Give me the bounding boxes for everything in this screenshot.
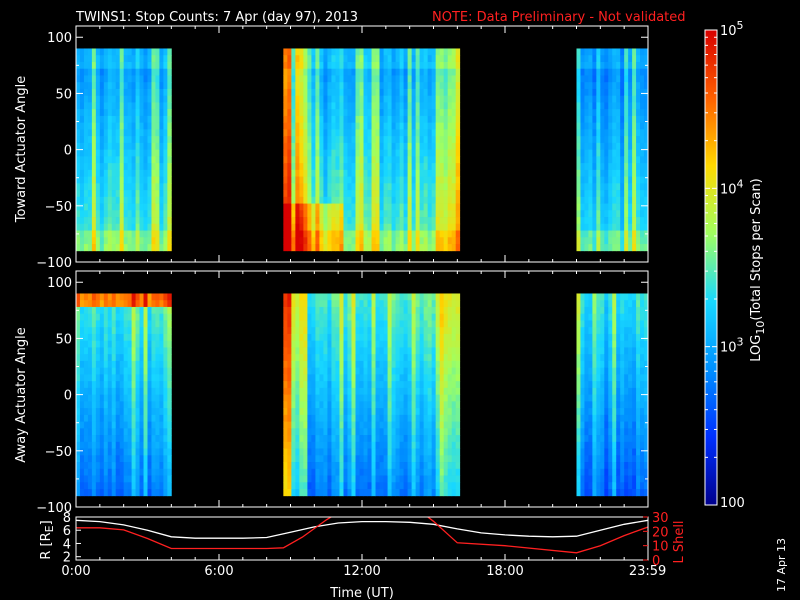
colorbar-label: LOG10(Total Stops per Scan) — [749, 178, 767, 362]
lshell-line — [76, 517, 648, 554]
figure-title: TWINS1: Stop Counts: 7 Apr (day 97), 201… — [75, 10, 358, 25]
heatmap-segment-2 — [576, 48, 649, 252]
ytick-label: −100 — [36, 256, 72, 271]
heatmap-segment-0 — [76, 48, 172, 252]
toward-ylabel: Toward Actuator Angle — [14, 76, 29, 223]
ytick-label: 100 — [47, 276, 72, 291]
lshell-tick-label: 0 — [652, 554, 660, 569]
toward-actuator-panel: 100 50 0 −50 −100 — [36, 25, 649, 271]
ytick-label: −50 — [45, 200, 72, 215]
lshell-ylabel: L Shell — [672, 520, 687, 563]
radius-line — [76, 519, 648, 539]
ytick-label: 100 — [47, 31, 72, 46]
heatmap-segment-2 — [576, 293, 649, 497]
away-ylabel: Away Actuator Angle — [14, 327, 29, 462]
preliminary-note: NOTE: Data Preliminary - Not validated — [432, 10, 686, 25]
time-tick-label: 0:00 — [61, 564, 90, 579]
time-xlabel: Time (UT) — [329, 586, 394, 600]
lshell-tick-label: 10 — [652, 540, 669, 555]
heatmap-segment-1 — [283, 293, 461, 497]
ytick-label: −50 — [45, 445, 72, 460]
ytick-label: 0 — [64, 389, 72, 404]
colorbar-tick-label: 105 — [720, 19, 744, 39]
radius-tick-label: 4 — [63, 537, 71, 552]
time-tick-label: 6:00 — [204, 564, 233, 579]
radius-tick-label: 2 — [63, 551, 71, 566]
colorbar-tick-label: 100 — [720, 496, 745, 511]
time-tick-label: 23:59 — [629, 564, 666, 579]
ytick-label: −100 — [36, 501, 72, 516]
away-actuator-panel: 100 50 0 −50 −100 — [36, 270, 649, 516]
colorbar: 100 103 104 105 — [704, 19, 745, 511]
radius-tick-label: 8 — [63, 511, 71, 526]
lshell-tick-label: 30 — [652, 511, 669, 526]
date-stamp: 17 Apr 13 — [775, 538, 788, 592]
colorbar-tick-label: 104 — [720, 177, 744, 197]
lshell-tick-label: 20 — [652, 525, 669, 540]
ytick-label: 50 — [55, 87, 72, 102]
ytick-label: 50 — [55, 332, 72, 347]
ytick-label: 0 — [64, 144, 72, 159]
colorbar-scale — [704, 29, 718, 506]
radius-tick-label: 6 — [63, 524, 71, 539]
colorbar-tick-label: 103 — [720, 336, 744, 356]
heatmap-segment-0 — [76, 293, 172, 497]
radius-ylabel: R [RE] — [39, 520, 56, 559]
heatmap-segment-1 — [283, 48, 461, 252]
time-tick-label: 12:00 — [343, 564, 380, 579]
time-tick-label: 18:00 — [486, 564, 523, 579]
